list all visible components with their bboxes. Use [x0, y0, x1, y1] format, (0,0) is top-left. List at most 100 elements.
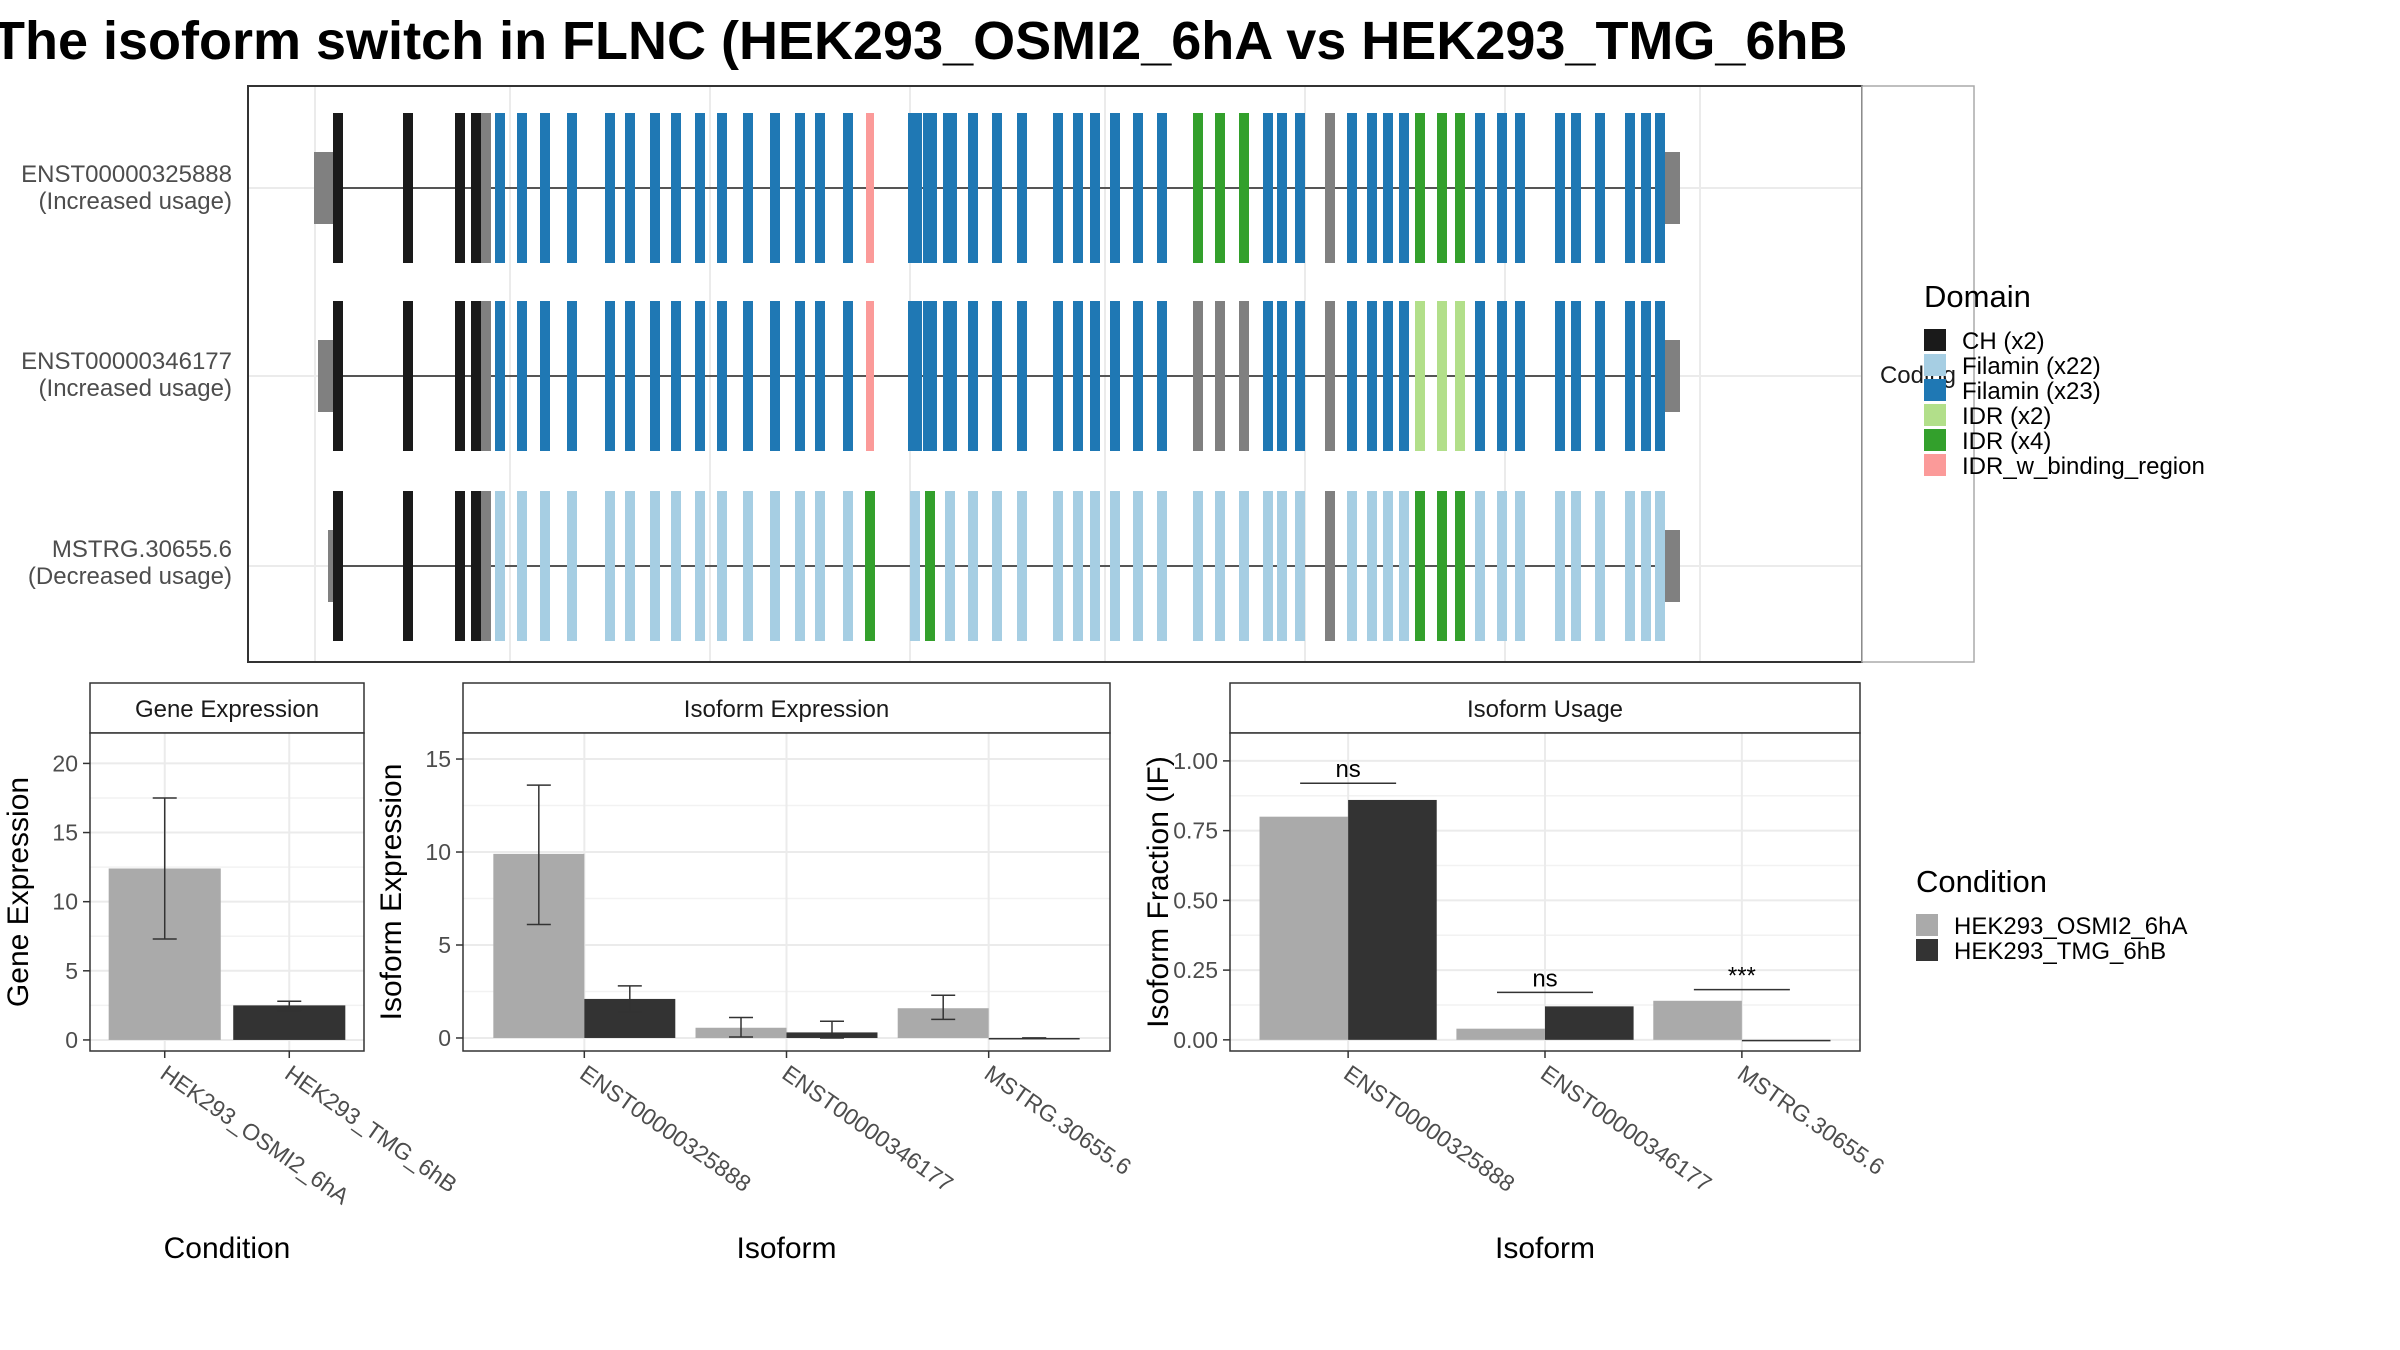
- significance-label: ns: [1335, 756, 1360, 783]
- coding-exon: [770, 113, 780, 263]
- coding-exon: [945, 491, 955, 641]
- coding-exon: [1555, 491, 1565, 641]
- coding-exon: [1239, 491, 1249, 641]
- coding-exon: [481, 301, 491, 451]
- coding-exon: [1193, 113, 1203, 263]
- bar: [1348, 799, 1437, 1040]
- coding-exon: [1437, 301, 1447, 451]
- coding-exon: [795, 301, 805, 451]
- domain-legend-item: IDR (x4): [1924, 428, 2051, 455]
- coding-exon: [333, 301, 343, 451]
- coding-exon: [923, 301, 937, 451]
- coding-exon: [743, 113, 753, 263]
- domain-legend-title: Domain: [1924, 279, 2031, 314]
- coding-exon: [1090, 491, 1100, 641]
- coding-exon: [605, 491, 615, 641]
- coding-exon: [1625, 301, 1635, 451]
- coding-exon: [1399, 301, 1409, 451]
- coding-exon: [540, 491, 550, 641]
- coding-exon: [908, 301, 922, 451]
- y-tick-label: 10: [52, 889, 78, 915]
- isoform-usage-chart: Isoform Usage ns ns *** 0.00 0.25 0.50 0.75 1.00…: [1142, 682, 1889, 1265]
- domain-legend-key: [1924, 379, 1946, 401]
- coding-exon: [1157, 491, 1167, 641]
- coding-exon: [717, 301, 727, 451]
- coding-exon: [1110, 113, 1120, 263]
- domain-legend-key: [1924, 329, 1946, 351]
- domain-legend-item: Filamin (x22): [1924, 353, 2101, 380]
- coding-exon: [1571, 491, 1581, 641]
- coding-exon: [1497, 301, 1507, 451]
- domain-legend-item: IDR (x2): [1924, 403, 2051, 430]
- coding-exon: [1415, 301, 1425, 451]
- coding-exon: [1515, 491, 1525, 641]
- y-tick-label: 10: [425, 839, 451, 865]
- coding-exon: [1325, 113, 1335, 263]
- coding-exon: [1571, 113, 1581, 263]
- bar: [1456, 1028, 1545, 1040]
- condition-legend: Condition HEK293_OSMI2_6hA HEK293_TMG_6h…: [1916, 864, 2187, 965]
- coding-exon: [1133, 301, 1143, 451]
- coding-exon: [1073, 301, 1083, 451]
- coding-exon: [1497, 113, 1507, 263]
- domain-legend-label: IDR (x4): [1962, 428, 2051, 455]
- coding-exon: [1090, 113, 1100, 263]
- coding-exon: [1215, 301, 1225, 451]
- coding-exon: [625, 113, 635, 263]
- coding-exon: [1263, 301, 1273, 451]
- coding-exon: [743, 301, 753, 451]
- coding-exon: [695, 491, 705, 641]
- coding-exon: [1595, 491, 1605, 641]
- domain-legend-item: IDR_w_binding_region: [1924, 453, 2205, 480]
- coding-exon: [1295, 113, 1305, 263]
- isoform-label-2-id: ENST00000346177: [21, 348, 232, 375]
- coding-exon: [1193, 491, 1203, 641]
- condition-legend-key: [1916, 914, 1938, 936]
- coding-exon: [1277, 301, 1287, 451]
- coding-exon: [908, 113, 922, 263]
- coding-exon: [1193, 301, 1203, 451]
- coding-exon: [1515, 113, 1525, 263]
- coding-exon: [1133, 491, 1143, 641]
- coding-exon: [1215, 113, 1225, 263]
- coding-exon: [455, 301, 465, 451]
- coding-exon: [943, 301, 957, 451]
- panel-title: Isoform Usage: [1467, 696, 1623, 723]
- coding-exon: [695, 301, 705, 451]
- coding-exon: [815, 113, 825, 263]
- panel-border: [89, 732, 365, 1052]
- coding-exon: [540, 301, 550, 451]
- coding-exon: [795, 113, 805, 263]
- domain-legend-label: Filamin (x22): [1962, 353, 2101, 380]
- coding-exon: [1655, 491, 1665, 641]
- coding-exon: [1641, 301, 1651, 451]
- domain-legend-label: IDR (x2): [1962, 403, 2051, 430]
- domain-legend-key: [1924, 404, 1946, 426]
- coding-exon: [1383, 491, 1393, 641]
- coding-exon: [1110, 301, 1120, 451]
- coding-exon: [1367, 491, 1377, 641]
- x-tick-label: MSTRG.30655.6: [980, 1060, 1136, 1180]
- coding-exon: [843, 491, 853, 641]
- coding-exon: [1415, 113, 1425, 263]
- condition-legend-label: HEK293_TMG_6hB: [1954, 938, 2166, 965]
- coding-exon: [471, 491, 481, 641]
- y-axis-title: Gene Expression: [2, 777, 35, 1007]
- coding-exon: [517, 113, 527, 263]
- y-tick-label: 0.00: [1173, 1027, 1218, 1053]
- coding-exon: [1641, 113, 1651, 263]
- y-tick-label: 15: [52, 820, 78, 846]
- domain-legend: Domain CH (x2) Filamin (x22) Filamin (x2…: [1924, 279, 2205, 480]
- coding-exon: [650, 491, 660, 641]
- coding-exon: [567, 301, 577, 451]
- coding-exon: [843, 301, 853, 451]
- coding-exon: [992, 113, 1002, 263]
- x-tick-label: ENST00000325888: [1339, 1060, 1519, 1197]
- significance-label: ***: [1728, 963, 1756, 990]
- coding-exon: [1263, 113, 1273, 263]
- y-axis-title: Isoform Fraction (IF): [1142, 756, 1175, 1028]
- y-tick-label: 0.25: [1173, 957, 1218, 983]
- coding-exon: [1571, 301, 1581, 451]
- coding-exon: [992, 301, 1002, 451]
- coding-exon: [815, 491, 825, 641]
